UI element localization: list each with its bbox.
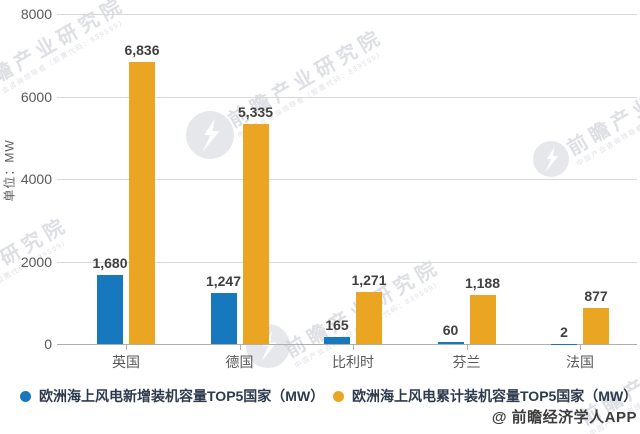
bar-new-3 bbox=[324, 337, 350, 344]
legend-label: 欧洲海上风电累计装机容量TOP5国家（MW） bbox=[352, 388, 638, 404]
bar-new-2 bbox=[210, 292, 237, 344]
legend-label: 欧洲海上风电新增装机容量TOP5国家（MW） bbox=[39, 388, 325, 404]
gridline-2000 bbox=[57, 261, 637, 263]
x-axis-tick bbox=[353, 345, 354, 350]
y-tick-label: 4000 bbox=[20, 171, 52, 187]
bar-value-label: 1,271 bbox=[351, 271, 387, 288]
legend-item-1: 欧洲海上风电新增装机容量TOP5国家（MW） bbox=[20, 387, 324, 405]
bar-value-label: 1,680 bbox=[92, 254, 128, 271]
y-tick-label: 2000 bbox=[20, 253, 52, 270]
x-axis-tick bbox=[126, 345, 127, 350]
y-tick-label: 0 bbox=[44, 336, 52, 352]
category-label-4: 芬兰 bbox=[452, 354, 481, 370]
x-axis-line bbox=[57, 344, 637, 345]
chart-legend: 欧洲海上风电新增装机容量TOP5国家（MW） 欧洲海上风电累计装机容量TOP5国家… bbox=[0, 387, 640, 405]
bar-value-label: 877 bbox=[584, 287, 608, 304]
bar-value-label: 1,247 bbox=[205, 272, 242, 289]
bar-cumulative-5 bbox=[583, 307, 609, 344]
x-axis-tick bbox=[239, 345, 241, 350]
legend-dot-icon bbox=[20, 390, 31, 402]
x-axis-tick bbox=[580, 345, 581, 350]
bar-cumulative-4 bbox=[469, 295, 496, 344]
bar-value-label: 5,335 bbox=[237, 103, 274, 120]
bar-cumulative-3 bbox=[356, 291, 382, 344]
gridline-4000 bbox=[57, 179, 637, 180]
category-label-1: 英国 bbox=[112, 354, 140, 370]
legend-item-2: 欧洲海上风电累计装机容量TOP5国家（MW） bbox=[333, 387, 637, 405]
source-credit: @ 前瞻经济学人APP bbox=[491, 409, 637, 426]
bar-new-1 bbox=[97, 274, 123, 344]
bar-new-4 bbox=[437, 341, 464, 344]
bar-value-label: 2 bbox=[560, 323, 568, 340]
bar-value-label: 6,836 bbox=[124, 42, 160, 58]
legend-dot-icon bbox=[333, 390, 344, 402]
bar-value-label: 60 bbox=[442, 321, 459, 338]
bar-value-label: 165 bbox=[325, 317, 349, 334]
gridline-8000 bbox=[57, 14, 637, 15]
category-label-2: 德国 bbox=[225, 354, 254, 370]
category-label-3: 比利时 bbox=[332, 354, 374, 370]
bar-value-label: 1,188 bbox=[464, 275, 501, 291]
category-label-5: 法国 bbox=[566, 354, 594, 370]
bar-cumulative-1 bbox=[129, 62, 155, 344]
x-axis-tick bbox=[466, 345, 468, 350]
y-tick-label: 6000 bbox=[20, 88, 52, 105]
bar-cumulative-2 bbox=[242, 123, 269, 344]
gridline-6000 bbox=[57, 96, 637, 98]
y-tick-label: 8000 bbox=[20, 6, 52, 22]
